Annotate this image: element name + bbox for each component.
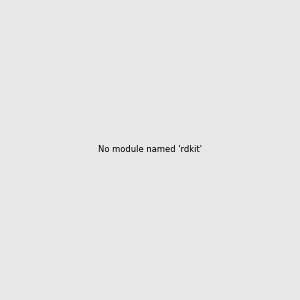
Text: No module named 'rdkit': No module named 'rdkit' bbox=[98, 146, 202, 154]
